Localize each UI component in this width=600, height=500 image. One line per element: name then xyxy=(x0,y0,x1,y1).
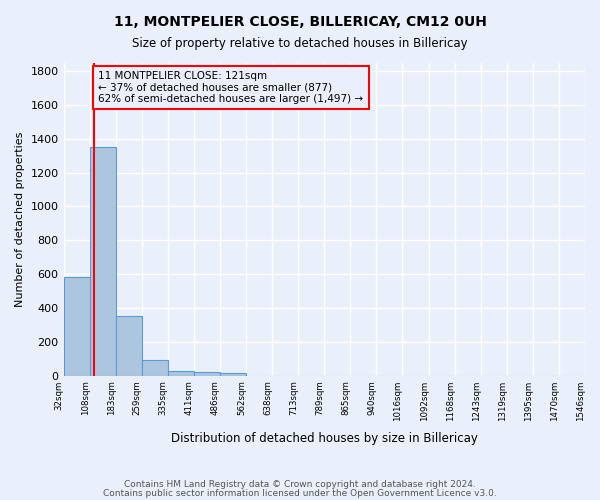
Bar xyxy=(220,373,246,376)
X-axis label: Distribution of detached houses by size in Billericay: Distribution of detached houses by size … xyxy=(171,432,478,445)
Bar xyxy=(116,316,142,376)
Text: Size of property relative to detached houses in Billericay: Size of property relative to detached ho… xyxy=(132,38,468,51)
Text: Contains HM Land Registry data © Crown copyright and database right 2024.: Contains HM Land Registry data © Crown c… xyxy=(124,480,476,489)
Text: Contains public sector information licensed under the Open Government Licence v3: Contains public sector information licen… xyxy=(103,488,497,498)
Bar xyxy=(194,372,220,376)
Bar xyxy=(142,360,168,376)
Text: 11, MONTPELIER CLOSE, BILLERICAY, CM12 0UH: 11, MONTPELIER CLOSE, BILLERICAY, CM12 0… xyxy=(113,15,487,29)
Bar xyxy=(64,278,89,376)
Text: 11 MONTPELIER CLOSE: 121sqm
← 37% of detached houses are smaller (877)
62% of se: 11 MONTPELIER CLOSE: 121sqm ← 37% of det… xyxy=(98,71,364,104)
Bar xyxy=(89,147,116,376)
Bar xyxy=(168,370,194,376)
Y-axis label: Number of detached properties: Number of detached properties xyxy=(15,132,25,307)
